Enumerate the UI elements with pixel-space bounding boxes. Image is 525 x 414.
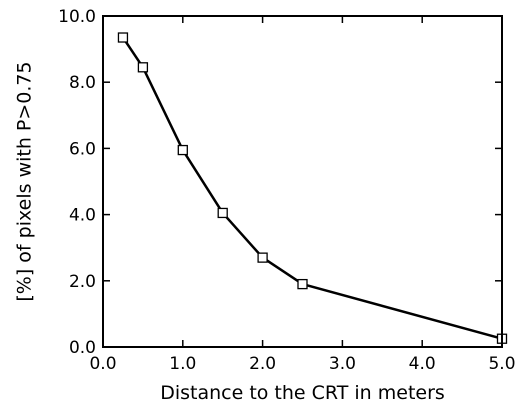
y-tick-label: 6.0 [69, 139, 96, 159]
data-point [297, 278, 308, 290]
x-tick-label: 4.0 [409, 354, 436, 374]
data-point [257, 252, 268, 263]
y-tick-label: 4.0 [69, 206, 96, 226]
y-tick-label: 8.0 [69, 73, 96, 93]
x-axis-ticks: 0.0 1.0 2.0 3.0 4.0 5.0 [89, 16, 516, 374]
data-point [217, 207, 228, 219]
y-tick-label: 2.0 [69, 272, 96, 292]
data-point [117, 32, 129, 43]
series-line [121, 36, 503, 340]
x-tick-label: 3.0 [329, 354, 356, 374]
y-axis-ticks: 0.0 2.0 4.0 6.0 8.0 10.0 [58, 7, 502, 358]
y-tick-label: 10.0 [58, 7, 96, 27]
data-point [177, 144, 188, 156]
y-axis-title: [%] of pixels with P>0.75 [14, 61, 36, 301]
data-point [137, 62, 149, 73]
series-layer [117, 32, 508, 344]
x-tick-label: 2.0 [249, 354, 276, 374]
x-axis-title: Distance to the CRT in meters [160, 382, 445, 404]
x-tick-label: 1.0 [169, 354, 196, 374]
x-tick-label: 5.0 [488, 354, 515, 374]
y-tick-label: 0.0 [69, 338, 96, 358]
x-tick-label: 0.0 [89, 354, 116, 374]
plot-frame [102, 15, 503, 348]
